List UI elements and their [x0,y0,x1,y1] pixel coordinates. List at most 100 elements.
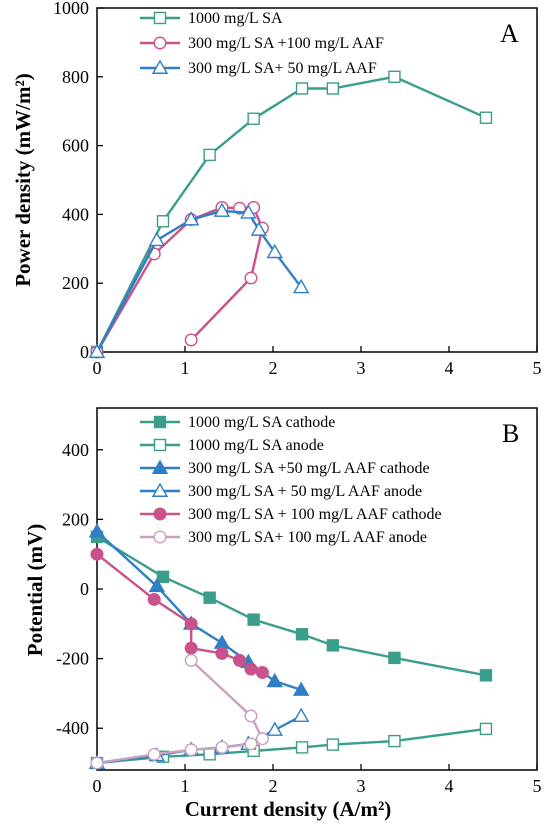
legend-label: 300 mg/L SA + 100 mg/L AAF cathode [188,506,442,523]
panel-label-b: B [502,419,519,448]
panel-label-a: A [500,19,519,48]
y-tick-label: 1000 [53,0,89,18]
data-point [156,215,170,228]
data-point [203,591,216,604]
legend-label: 1000 mg/L SA cathode [188,414,335,431]
legend-label: 300 mg/L SA + 50 mg/L AAF anode [188,483,422,500]
data-point [203,148,216,162]
series-line [95,75,487,353]
x-tick-label: 1 [181,358,190,378]
x-tick-label: 4 [445,358,454,378]
legend-marker [151,482,169,497]
legend-item: 1000 mg/L SA anode [140,437,324,454]
data-point [292,681,310,696]
axis-ticks-b: 0 1 2 3 4 5 -400 -200 0 200 400 [56,440,542,796]
data-point [184,641,198,655]
legend-label: 300 mg/L SA +100 mg/L AAF [188,35,384,52]
data-point [247,112,260,125]
legend-label: 300 mg/L SA +50 mg/L AAF cathode [188,460,430,477]
x-tick-label: 5 [533,358,542,378]
data-point [203,748,216,761]
data-point [147,747,161,761]
legend-item: 1000 mg/L SA [140,10,283,27]
y-tick-label: 0 [80,579,89,599]
series-a-0 [90,70,493,359]
data-point [88,343,106,358]
data-point [244,662,258,676]
x-tick-label: 3 [357,776,366,796]
data-point [388,734,401,748]
data-point [326,82,340,95]
y-tick-label: 600 [62,136,89,156]
y-tick-label: 200 [62,509,89,529]
legend-marker [153,438,167,452]
series-line [96,659,265,765]
data-point [244,709,258,723]
series-line [95,206,264,353]
data-point [184,743,198,757]
data-point [266,721,283,736]
legend-marker [151,59,169,74]
panel-a: 0 1 2 3 4 5 0 200 400 600 800 1000 1000 mg/L SA 300 … [11,0,542,378]
data-point [266,243,283,259]
x-tick-label: 0 [93,358,102,378]
x-tick-label: 1 [181,776,190,796]
data-point [244,271,258,285]
data-point [156,570,170,584]
data-point [184,617,198,631]
series-b-2 [88,523,310,696]
x-tick-label: 0 [93,776,102,796]
data-point [479,722,493,736]
legend-label: 300 mg/L SA+ 100 mg/L AAF anode [188,529,427,546]
legend-marker [151,459,169,474]
legend-label: 300 mg/L SA+ 50 mg/L AAF [188,60,377,77]
data-point [326,738,340,751]
data-point [147,592,161,606]
legend-item: 300 mg/L SA + 50 mg/L AAF anode [140,482,422,500]
plot-frame-a [96,7,538,353]
series-b-4 [90,547,269,680]
x-tick-label: 2 [269,358,278,378]
x-tick-label: 2 [269,776,278,796]
data-point [240,204,257,219]
y-tick-label: -400 [56,718,89,738]
data-point [292,278,310,294]
series-line [96,727,487,765]
data-point [213,634,231,649]
data-point [266,672,283,688]
legend-item: 1000 mg/L SA cathode [140,414,335,431]
series-b-0 [90,530,493,682]
series-group-b [88,523,493,770]
y-tick-label: 200 [62,273,89,293]
y-tick-label: 400 [62,204,89,224]
data-point [326,639,340,652]
data-point [90,756,104,770]
data-point [215,740,229,754]
data-point [148,231,166,247]
y-tick-label: -200 [56,649,89,669]
data-point [479,669,493,682]
x-axis-label-b: Current density (A/m²) [185,797,392,821]
y-tick-label: 400 [62,440,89,460]
x-tick-label: 5 [533,776,542,796]
data-point [244,737,258,751]
legend-marker [153,11,167,25]
data-point [388,651,401,665]
series-group-a [88,70,493,359]
legend-item: 300 mg/L SA +50 mg/L AAF cathode [140,459,430,477]
data-point [184,333,198,347]
data-point [295,628,309,641]
legend-marker [153,530,167,544]
legend-marker [153,415,167,429]
data-point [184,653,198,667]
data-point [295,741,309,754]
data-point [250,221,268,236]
y-tick-label: 0 [80,342,89,362]
legend-a: 1000 mg/L SA 300 mg/L SA +100 mg/L AAF 300… [140,10,384,77]
legend-label: 1000 mg/L SA anode [188,437,324,454]
data-point [90,547,104,561]
data-point [233,653,247,667]
legend-b: 1000 mg/L SA cathode 1000 mg/L SA anode 30… [140,414,442,546]
data-point [213,202,231,217]
